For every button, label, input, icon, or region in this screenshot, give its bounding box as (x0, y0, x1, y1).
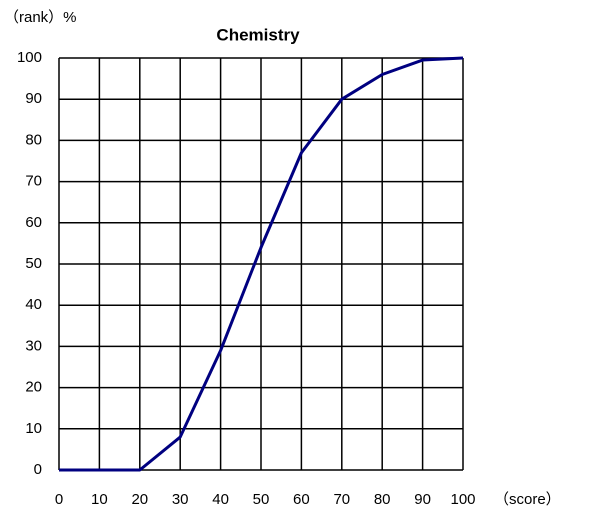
y-axis-label: （rank）% (4, 9, 77, 26)
x-axis-label: （score） (494, 491, 561, 508)
x-tick-label: 70 (333, 491, 350, 508)
x-tick-label: 30 (172, 491, 189, 508)
y-tick-label: 70 (25, 173, 42, 190)
y-tick-label: 60 (25, 214, 42, 231)
y-tick-label: 80 (25, 131, 42, 148)
chart-title: Chemistry (216, 25, 300, 44)
y-tick-label: 40 (25, 296, 42, 313)
y-tick-label: 10 (25, 420, 42, 437)
x-tick-label: 80 (374, 491, 391, 508)
x-tick-label: 10 (91, 491, 108, 508)
y-tick-label: 30 (25, 337, 42, 354)
x-tick-label: 60 (293, 491, 310, 508)
line (59, 56, 464, 472)
x-tick-label: 0 (55, 491, 63, 508)
y-tick-label: 20 (25, 379, 42, 396)
y-tick-label: 100 (17, 49, 42, 66)
x-tick-label: 50 (253, 491, 270, 508)
x-tick-label: 100 (450, 491, 475, 508)
x-tick-label: 90 (414, 491, 431, 508)
y-tick-label: 90 (25, 90, 42, 107)
x-tick-label: 40 (212, 491, 229, 508)
y-tick-label: 0 (34, 461, 42, 478)
y-tick-label: 50 (25, 255, 42, 272)
x-tick-label: 20 (131, 491, 148, 508)
